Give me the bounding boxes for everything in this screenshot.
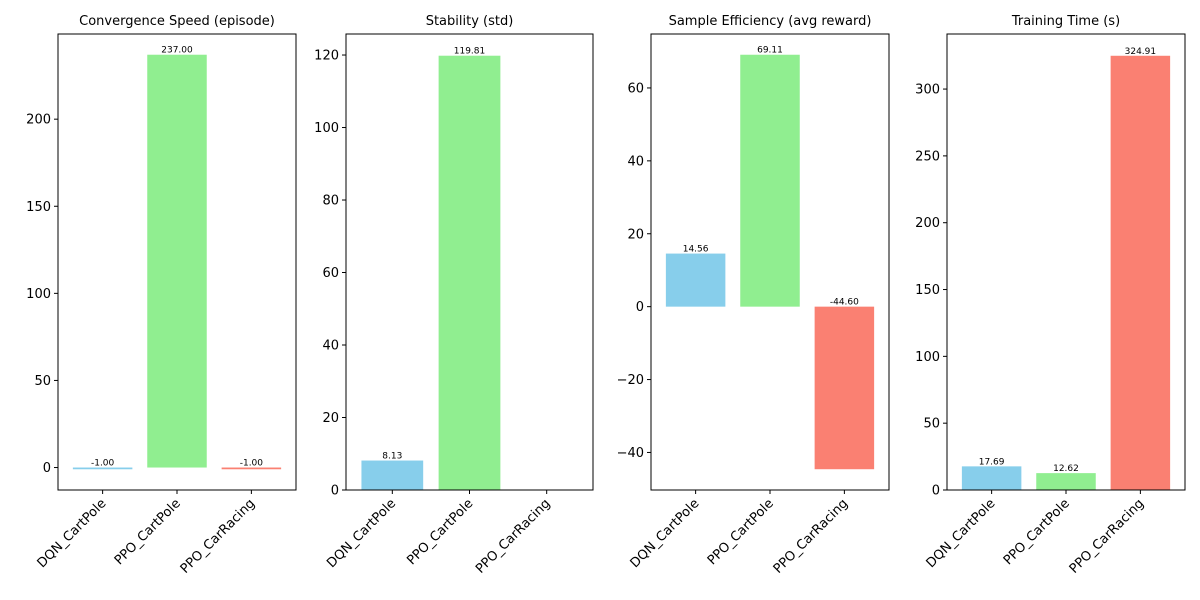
subplot-convergence-speed: Convergence Speed (episode) -1.00 DQN_Car… [26, 14, 297, 577]
data-label: 14.56 [683, 245, 709, 255]
y-tick-label: −20 [617, 373, 644, 388]
y-tick-label: 40 [627, 154, 644, 169]
axes-frame [345, 33, 594, 491]
bar-ppo-carracing [1110, 55, 1171, 490]
x-tick-label: PPO_CarRacing [771, 496, 851, 576]
y-tick-label: 50 [34, 374, 51, 389]
y-tick-label: 60 [322, 266, 339, 281]
x-tick-label: PPO_CartPole [1001, 496, 1073, 568]
data-label: 17.69 [979, 457, 1005, 467]
data-label: 237.00 [161, 46, 193, 56]
data-label: 119.81 [454, 47, 486, 57]
y-tick-label: 0 [331, 484, 339, 499]
y-tick-label: −40 [617, 446, 644, 461]
data-label: 12.62 [1053, 464, 1079, 474]
bar-ppo-cartpole [740, 54, 800, 307]
subplot-training-time: Training Time (s) 17.69 DQN_CartPole 12.62… [915, 14, 1186, 577]
x-tick-label: DQN_CartPole [924, 496, 999, 571]
data-label: 69.11 [757, 46, 783, 56]
bar-dqn-cartpole [72, 467, 133, 470]
x-tick-label: PPO_CartPole [705, 496, 777, 568]
bar-ppo-cartpole [1036, 473, 1096, 490]
bar-ppo-carracing [221, 467, 282, 470]
y-tick-label: 200 [26, 113, 51, 128]
axes-frame [650, 33, 890, 491]
y-tick-label: 60 [627, 81, 644, 96]
x-tick-label: DQN_CartPole [35, 496, 110, 571]
x-tick-label: PPO_CarRacing [1067, 496, 1147, 576]
chart-title: Sample Efficiency (avg reward) [669, 14, 872, 29]
y-tick-label: 80 [322, 194, 339, 209]
data-label: -44.60 [830, 298, 859, 308]
x-tick-label: PPO_CartPole [404, 496, 476, 568]
y-tick-label: 20 [627, 227, 644, 242]
plot-area: 8.13 DQN_CartPole 119.81 PPO_CartPolePPO_Ca… [314, 47, 578, 577]
y-tick-label: 100 [26, 287, 51, 302]
bar-ppo-carracing [814, 306, 875, 470]
x-tick-label: PPO_CarRacing [178, 496, 258, 576]
x-tick-label: PPO_CarRacing [473, 496, 553, 576]
y-tick-label: 120 [314, 49, 339, 64]
data-label: -1.00 [91, 459, 115, 469]
axes-frame [946, 33, 1186, 491]
y-tick-label: 100 [314, 121, 339, 136]
y-tick-label: 0 [932, 484, 940, 499]
bar-dqn-cartpole [665, 253, 726, 307]
chart-title: Training Time (s) [1011, 14, 1120, 29]
y-tick-label: 100 [915, 350, 940, 365]
bar-ppo-cartpole [438, 55, 501, 491]
bar-dqn-cartpole [361, 460, 424, 490]
y-tick-label: 150 [915, 283, 940, 298]
bar-dqn-cartpole [961, 466, 1022, 490]
y-tick-label: 40 [322, 339, 339, 354]
y-tick-label: 250 [915, 149, 940, 164]
x-tick-label: DQN_CartPole [324, 496, 399, 571]
y-tick-label: 50 [923, 417, 940, 432]
y-tick-label: 0 [43, 461, 51, 476]
chart-title: Convergence Speed (episode) [79, 14, 275, 29]
axes-frame [57, 33, 297, 491]
y-tick-label: 200 [915, 216, 940, 231]
y-tick-label: 150 [26, 200, 51, 215]
y-tick-label: 300 [915, 83, 940, 98]
y-tick-label: 0 [636, 300, 644, 315]
data-label: 324.91 [1125, 47, 1157, 57]
plot-area: 14.56 DQN_CartPole 69.11 PPO_CartPole -44.60… [617, 46, 875, 577]
chart-title: Stability (std) [426, 14, 514, 29]
plot-area: 17.69 DQN_CartPole 12.62 PPO_CartPole 324.91… [915, 47, 1171, 577]
x-tick-label: DQN_CartPole [628, 496, 703, 571]
bar-ppo-cartpole [147, 54, 207, 468]
data-label: 8.13 [382, 452, 402, 462]
y-tick-label: 20 [322, 411, 339, 426]
data-label: -1.00 [240, 459, 264, 469]
x-tick-label: PPO_CartPole [112, 496, 184, 568]
subplot-stability: Stability (std) 8.13 DQN_CartPole 119.81 PP… [314, 14, 594, 577]
plot-area: -1.00 DQN_CartPole 237.00 PPO_CartPole -1.00… [26, 46, 282, 577]
subplot-sample-efficiency: Sample Efficiency (avg reward) 14.56 DQN_… [617, 14, 890, 577]
